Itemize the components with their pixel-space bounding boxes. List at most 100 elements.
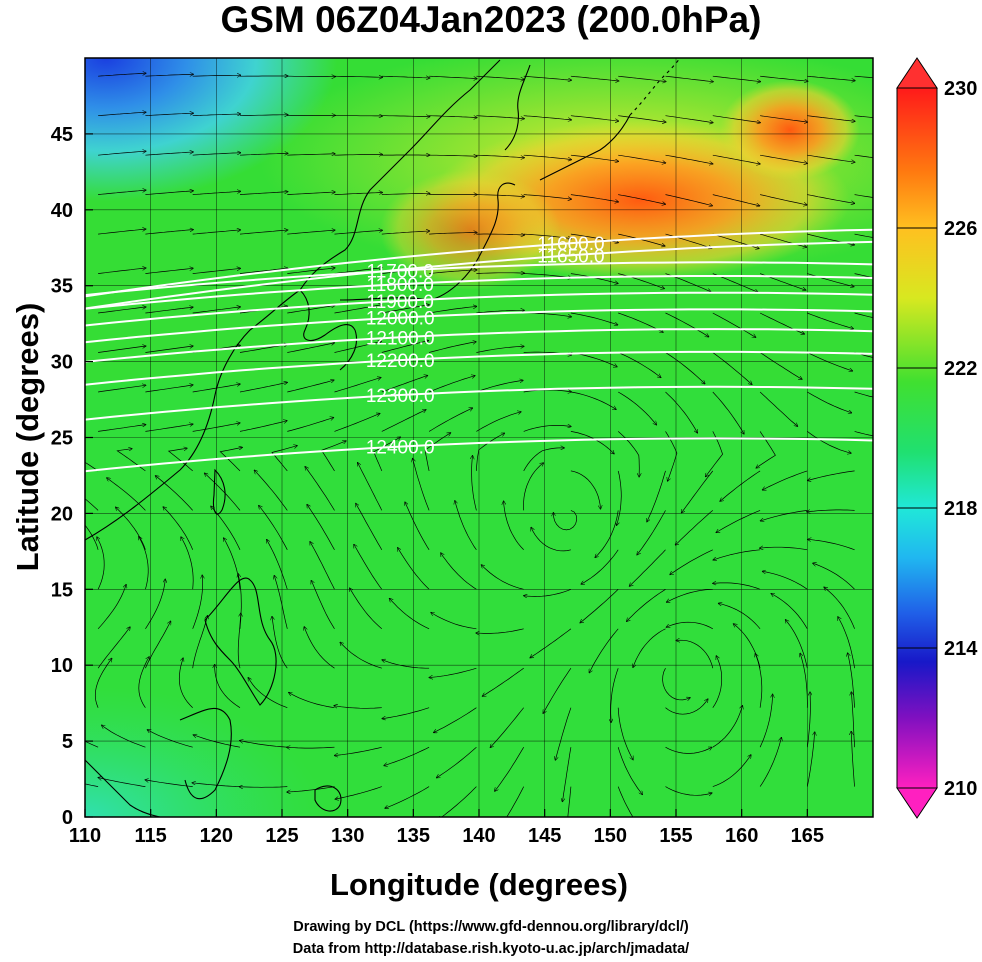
streamline	[759, 312, 804, 334]
streamline	[350, 588, 383, 630]
streamline	[167, 448, 193, 472]
streamline	[413, 459, 430, 511]
streamline	[851, 692, 855, 748]
streamline	[335, 786, 382, 800]
height-contour	[85, 350, 873, 386]
streamline	[429, 75, 477, 79]
streamline	[712, 656, 723, 708]
streamline	[617, 786, 634, 817]
streamline	[310, 542, 335, 590]
streamline	[334, 230, 383, 235]
streamline	[786, 620, 808, 669]
colorbar-top-triangle	[896, 57, 938, 89]
height-contour	[85, 437, 873, 473]
streamline	[107, 478, 146, 511]
streamline	[854, 391, 873, 398]
streamline	[854, 352, 873, 358]
streamline	[851, 732, 855, 787]
streamline	[633, 628, 666, 668]
streamline	[807, 510, 855, 512]
streamline	[248, 678, 288, 709]
chart-title: GSM 06Z04Jan2023 (200.0hPa)	[220, 0, 762, 40]
colorbar-label: 230	[944, 78, 977, 100]
streamline	[455, 501, 477, 551]
streamline	[665, 391, 698, 433]
streamline	[562, 747, 572, 801]
streamline	[523, 273, 572, 278]
streamline	[381, 193, 430, 194]
streamline	[405, 502, 430, 550]
streamline	[530, 628, 572, 658]
streamline	[178, 658, 193, 708]
streamline	[490, 707, 524, 748]
streamline	[239, 421, 287, 432]
streamline	[495, 747, 525, 791]
streamline	[429, 667, 477, 677]
streamline	[665, 154, 713, 164]
y-tick-label: 5	[62, 731, 73, 753]
y-tick-label: 35	[51, 276, 73, 298]
y-tick-label: 45	[51, 124, 73, 146]
x-tick-label: 160	[725, 825, 758, 847]
streamline	[239, 153, 288, 156]
streamline	[807, 431, 851, 453]
streamline	[760, 547, 808, 550]
streamline	[163, 507, 194, 550]
streamline	[287, 230, 335, 235]
streamline	[145, 579, 165, 629]
streamline	[760, 115, 807, 122]
streamline	[398, 548, 430, 590]
streamline	[800, 653, 808, 708]
x-tick-label: 125	[265, 825, 298, 847]
streamline	[97, 627, 130, 669]
streamline	[239, 230, 288, 235]
streamline	[139, 537, 149, 590]
streamline	[181, 537, 194, 590]
streamline	[431, 613, 477, 630]
streamline	[192, 575, 203, 629]
streamline	[145, 346, 193, 353]
streamline	[287, 268, 335, 274]
streamline	[381, 305, 429, 314]
streamline	[224, 538, 241, 590]
contour-label: 12000.0	[366, 309, 435, 330]
streamline	[156, 476, 193, 511]
streamline	[854, 431, 873, 437]
streamline	[476, 154, 524, 158]
streamline	[759, 391, 797, 426]
height-contour	[85, 385, 873, 421]
streamline	[665, 747, 712, 754]
streamline	[570, 154, 619, 161]
streamline	[523, 115, 572, 120]
streamline	[192, 191, 241, 195]
streamline	[472, 456, 477, 511]
colorbar-scale	[896, 87, 938, 789]
streamline	[570, 312, 618, 325]
y-tick-label: 15	[51, 579, 73, 601]
streamline	[145, 191, 193, 195]
streamline	[102, 725, 146, 748]
streamline	[97, 537, 105, 590]
streamline	[354, 545, 383, 590]
colorbar-label: 218	[944, 498, 977, 520]
streamline	[239, 192, 288, 195]
streamline	[481, 565, 524, 590]
streamline	[854, 273, 873, 278]
streamline	[806, 732, 814, 787]
x-axis-title: Longitude (degrees)	[330, 867, 628, 902]
streamline	[476, 194, 524, 197]
streamline	[808, 470, 855, 481]
colorbar-label: 210	[944, 778, 977, 800]
streamline	[618, 194, 665, 205]
streamline	[807, 194, 854, 204]
streamline	[682, 470, 714, 513]
streamline	[287, 747, 335, 748]
streamline	[145, 74, 193, 77]
streamline	[334, 193, 383, 195]
x-tick-label: 145	[528, 825, 561, 847]
streamline	[531, 528, 571, 552]
streamline	[192, 616, 208, 669]
streamline	[712, 352, 752, 385]
streamline	[543, 668, 572, 713]
streamline	[287, 154, 335, 155]
